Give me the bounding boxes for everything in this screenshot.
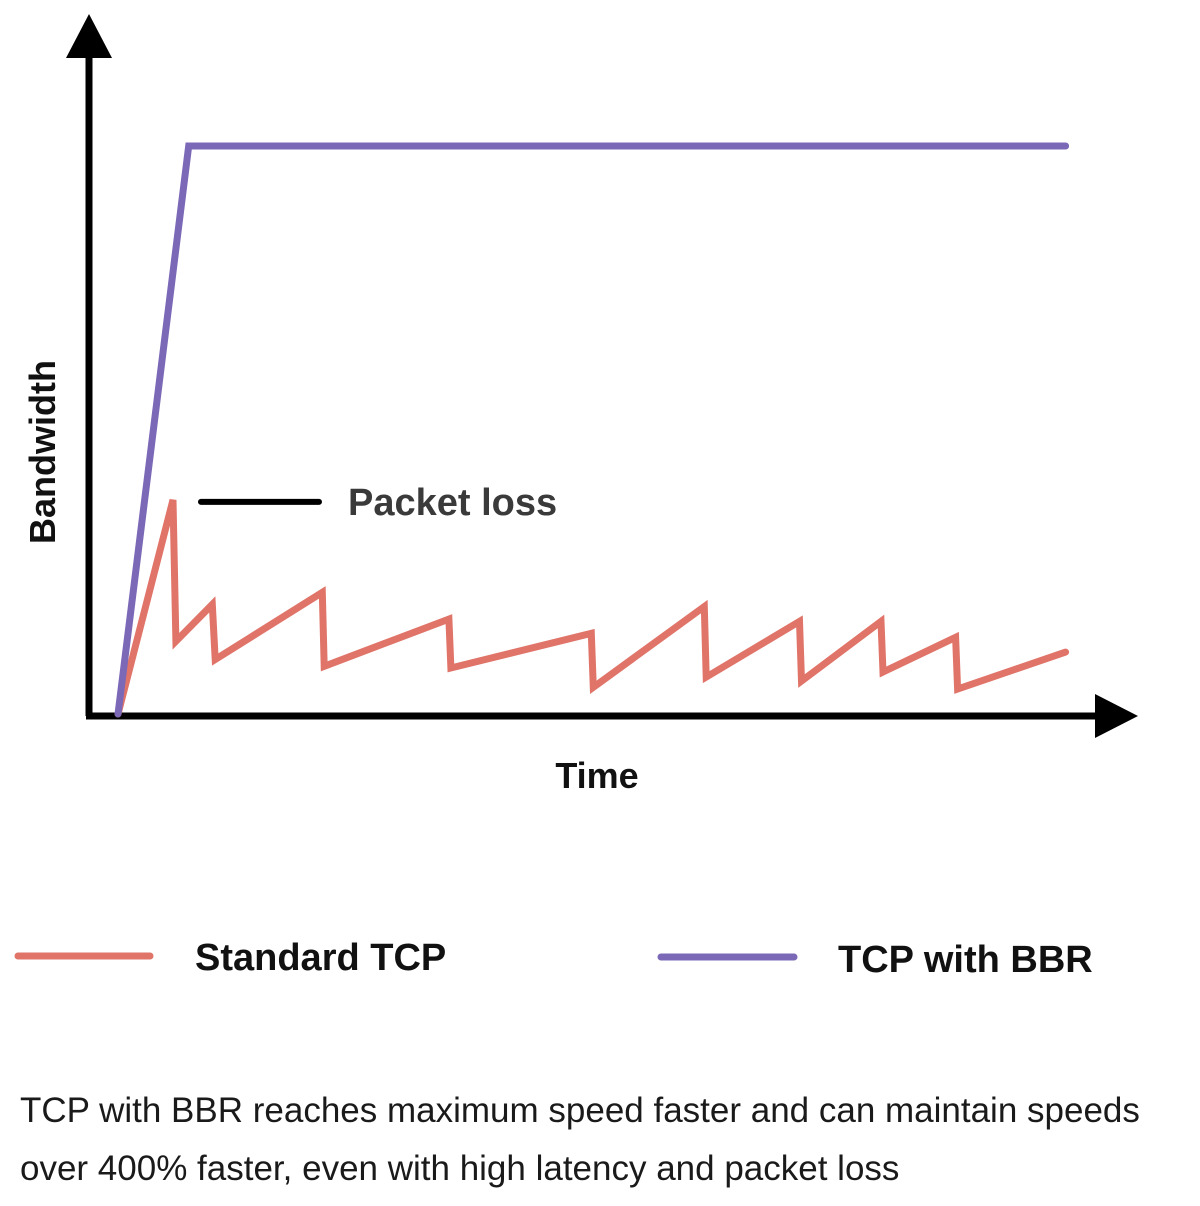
legend-label-tcp-with-bbr: TCP with BBR <box>838 939 1093 981</box>
series-line-standard-tcp <box>114 499 1070 718</box>
series-layer <box>114 142 1070 718</box>
x-axis-arrow <box>1095 694 1138 738</box>
legend-label-standard-tcp: Standard TCP <box>195 937 446 979</box>
legend-item-tcp-with-bbr: TCP with BBR <box>657 939 1093 981</box>
legend-item-standard-tcp: Standard TCP <box>14 937 446 979</box>
y-axis-arrow <box>66 14 112 58</box>
axes <box>66 14 1138 738</box>
chart-caption: TCP with BBR reaches maximum speed faste… <box>20 1091 1140 1188</box>
y-axis-title: Bandwidth <box>22 360 63 544</box>
legend: Standard TCP TCP with BBR <box>14 937 1093 981</box>
series-line-tcp-with-bbr <box>114 142 1070 718</box>
packet-loss-annotation: Packet loss <box>197 482 557 524</box>
annotation-label: Packet loss <box>348 482 557 524</box>
x-axis-title: Time <box>555 755 638 796</box>
